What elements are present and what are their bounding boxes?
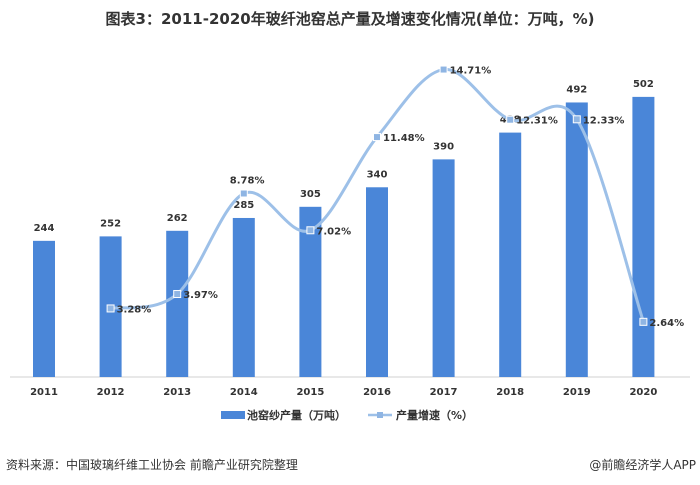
growth-marker-2016 — [373, 133, 381, 142]
chart-svg: 244 2011 252 2012 262 2013 285 2014 305 2015 340 20… — [10, 65, 690, 422]
bar-2014 — [232, 217, 255, 377]
credit-note: @前瞻经济学人APP — [589, 458, 696, 472]
bar-2020 — [632, 96, 655, 377]
growth-marker-2019 — [572, 115, 581, 124]
x-tick-2020: 2020 — [629, 387, 657, 398]
growth-label-2016: 11.48% — [383, 133, 425, 144]
growth-label-2015: 7.02% — [316, 226, 351, 237]
bar-label-2012: 252 — [100, 218, 121, 229]
bar-2015 — [299, 206, 322, 377]
bar-2013 — [166, 230, 189, 377]
bar-2011 — [33, 240, 55, 377]
x-tick-2016: 2016 — [363, 387, 391, 398]
growth-marker-2015 — [306, 226, 315, 235]
growth-marker-2012 — [106, 304, 115, 313]
growth-marker-2014 — [239, 189, 248, 198]
growth-label-2017: 14.71% — [450, 66, 492, 77]
bar-2019 — [565, 102, 588, 378]
growth-label-2014: 8.78% — [230, 175, 265, 186]
growth-label-2018: 12.31% — [516, 116, 558, 127]
bar-label-2011: 244 — [34, 223, 55, 234]
bar-label-2019: 492 — [566, 84, 587, 95]
bar-2016 — [366, 187, 388, 377]
x-tick-2011: 2011 — [30, 387, 58, 398]
growth-marker-2017 — [439, 65, 448, 74]
x-tick-2017: 2017 — [430, 387, 458, 398]
x-tick-2012: 2012 — [97, 387, 125, 398]
x-tick-2014: 2014 — [230, 387, 258, 398]
bar-2018 — [499, 132, 522, 377]
chart-title: 图表3：2011-2020年玻纤池窑总产量及增速变化情况(单位：万吨，%) — [105, 10, 595, 28]
growth-label-2019: 12.33% — [583, 115, 625, 126]
bar-label-2015: 305 — [300, 189, 321, 200]
x-tick-2019: 2019 — [563, 387, 591, 398]
x-tick-2015: 2015 — [296, 387, 324, 398]
growth-label-2012: 3.28% — [117, 304, 152, 315]
bar-label-2020: 502 — [633, 79, 654, 90]
bar-label-2016: 340 — [367, 169, 388, 180]
x-tick-2013: 2013 — [163, 387, 191, 398]
bar-label-2017: 390 — [433, 141, 454, 152]
growth-marker-2020 — [639, 317, 648, 326]
growth-label-2013: 3.97% — [183, 290, 218, 301]
source-note: 资料来源：中国玻璃纤维工业协会 前瞻产业研究院整理 — [6, 458, 298, 472]
legend-line-label: 产量增速（%） — [396, 408, 473, 422]
growth-marker-2013 — [173, 290, 182, 299]
bar-2017 — [432, 159, 455, 377]
legend-bar-label: 池窑纱产量（万吨） — [247, 408, 346, 422]
bar-label-2014: 285 — [233, 200, 254, 211]
legend-bar-swatch — [221, 411, 245, 419]
x-tick-2018: 2018 — [496, 387, 524, 398]
growth-label-2020: 2.64% — [649, 318, 684, 329]
bar-label-2013: 262 — [167, 213, 188, 224]
growth-marker-2018 — [506, 115, 515, 124]
legend-line-marker — [377, 412, 383, 418]
